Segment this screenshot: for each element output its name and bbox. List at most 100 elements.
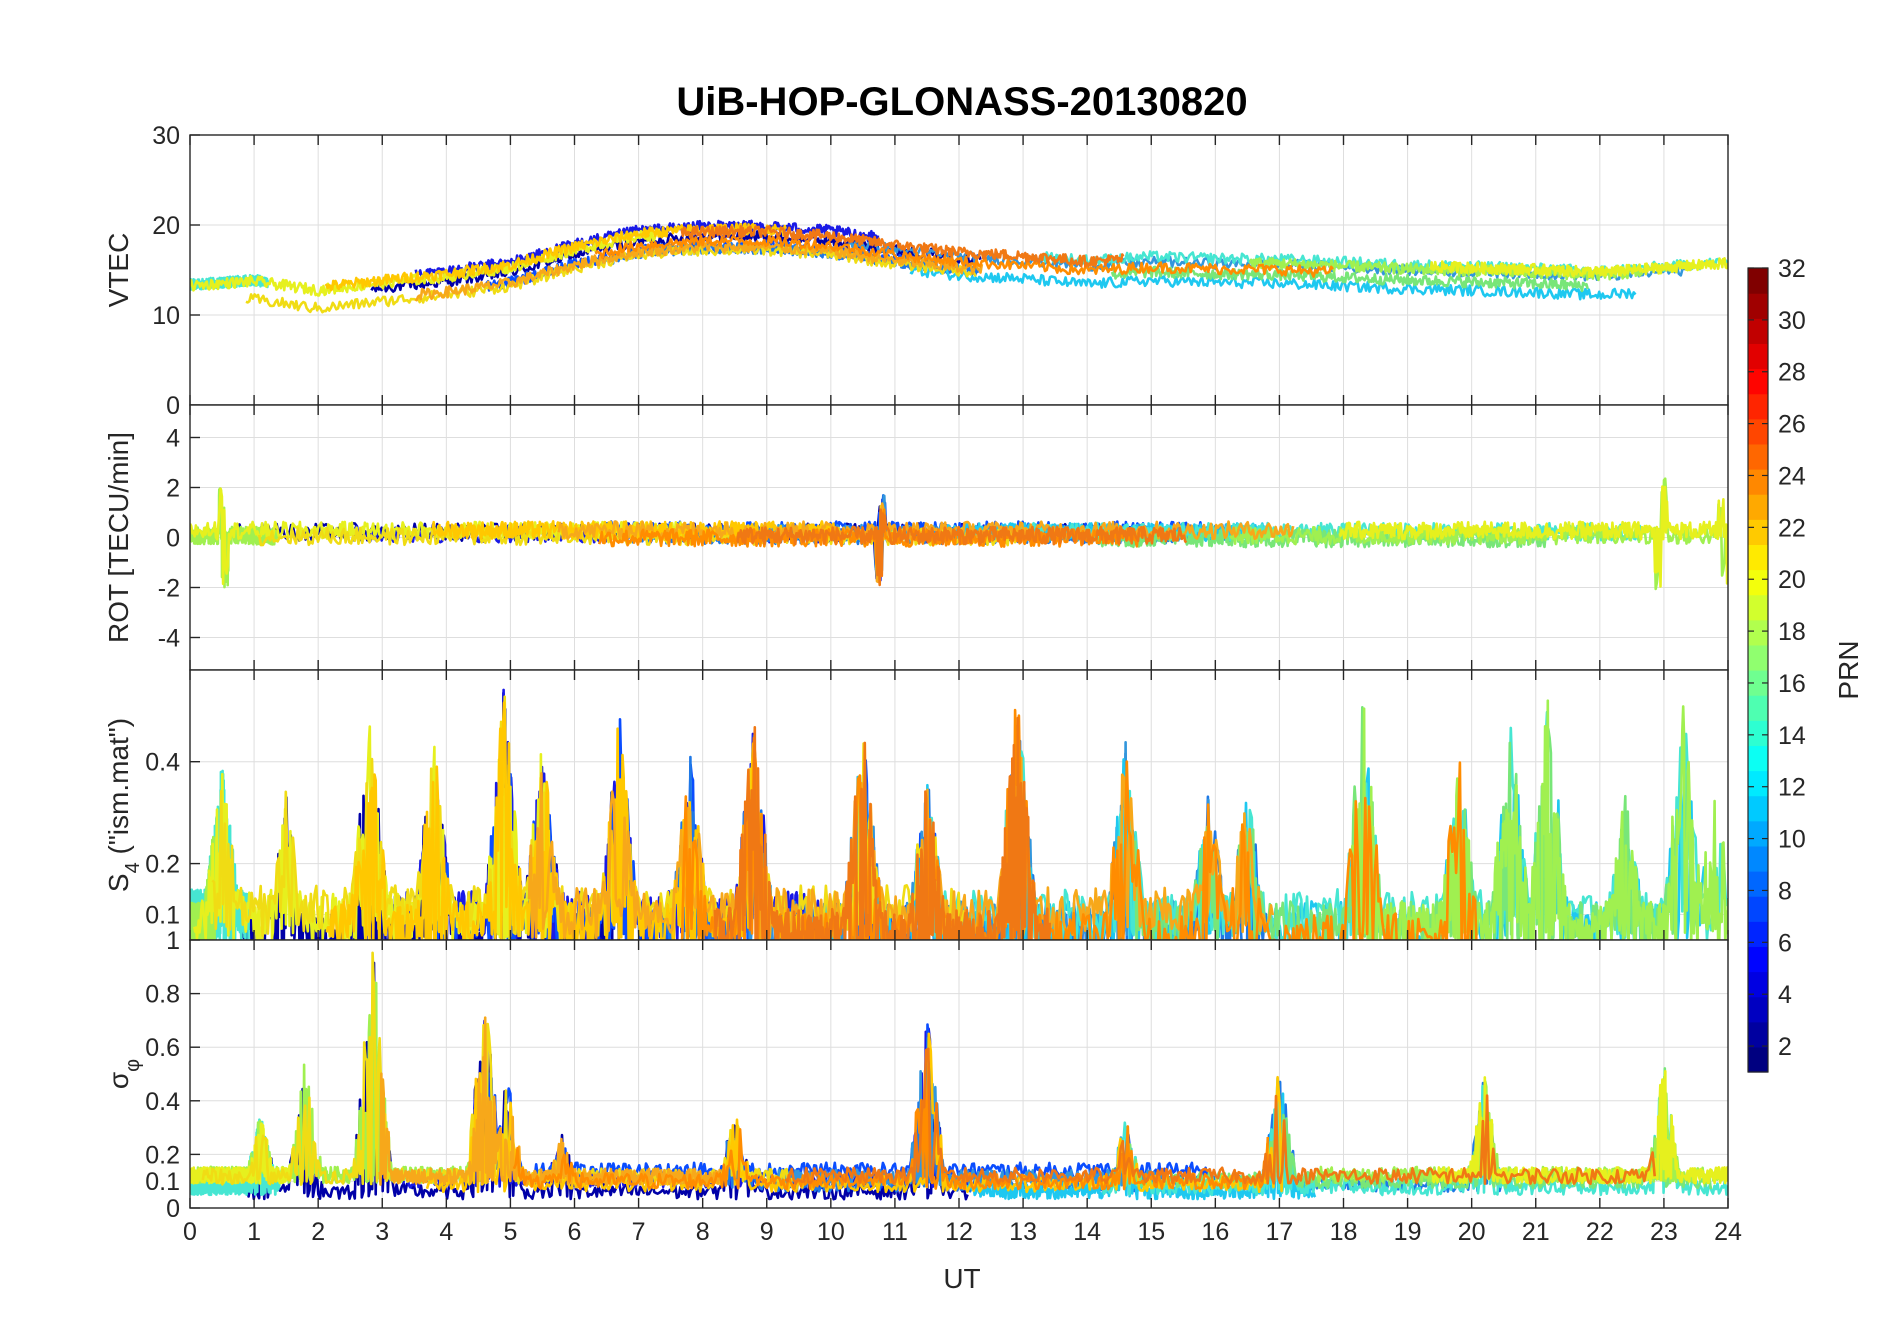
colorbar-swatch xyxy=(1748,393,1768,420)
y-axis-label-s4: S4 ("ism.mat") xyxy=(103,718,144,892)
y-tick-label: -2 xyxy=(158,575,180,603)
colorbar-frame xyxy=(1747,267,1769,1073)
colorbar-swatch xyxy=(1748,845,1768,872)
label-sub: φ xyxy=(122,1059,144,1072)
y-tick-label: 0.6 xyxy=(145,1034,180,1062)
colorbar-swatch xyxy=(1748,745,1768,772)
colorbar-swatch xyxy=(1748,795,1768,822)
x-tick-label: 17 xyxy=(1266,1218,1294,1246)
trace-prn-24 xyxy=(680,225,1125,268)
colorbar-swatch xyxy=(1748,569,1768,596)
colorbar-tick-label: 30 xyxy=(1778,307,1806,335)
panel-rot: -4 -2 0 2 4 ROT [TECU/min] xyxy=(103,404,1729,671)
x-tick-label: 22 xyxy=(1586,1218,1614,1246)
colorbar-tick-label: 4 xyxy=(1778,981,1792,1009)
trace-prn-23 xyxy=(594,234,1334,278)
traces-rot xyxy=(190,477,1728,591)
y-axis-label-rot: ROT [TECU/min] xyxy=(103,432,134,643)
colorbar-swatch xyxy=(1748,469,1768,495)
colorbar-tick-label: 26 xyxy=(1778,411,1806,439)
colorbar-swatch xyxy=(1748,1046,1768,1073)
y-tick-label: 0.1 xyxy=(145,902,180,930)
colorbar-swatch xyxy=(1748,544,1768,571)
x-tick-label: 13 xyxy=(1009,1218,1037,1246)
colorbar-swatch xyxy=(1748,695,1768,721)
y-tick-label: 4 xyxy=(166,425,180,453)
colorbar-swatch xyxy=(1748,293,1768,319)
colorbar-swatch xyxy=(1748,896,1768,922)
colorbar-label: PRN xyxy=(1833,640,1864,699)
traces-vtec xyxy=(190,219,1728,314)
colorbar-tick-label: 8 xyxy=(1778,877,1792,905)
x-tick-label: 8 xyxy=(696,1218,710,1246)
colorbar-tick-label: 6 xyxy=(1778,929,1792,957)
colorbar-swatch xyxy=(1748,368,1768,395)
x-tick-label: 6 xyxy=(568,1218,582,1246)
x-tick-label: 1 xyxy=(247,1218,261,1246)
y-tick-label: 30 xyxy=(152,122,180,150)
x-tick-label: 14 xyxy=(1073,1218,1101,1246)
panel-vtec: 0 10 20 30 VTEC xyxy=(103,122,1729,420)
colorbar-swatch xyxy=(1748,921,1768,947)
trace-prn-24 xyxy=(736,508,1188,587)
x-tick-label: 10 xyxy=(817,1218,845,1246)
x-tick-label: 0 xyxy=(183,1218,197,1246)
colorbar-swatch xyxy=(1748,1021,1768,1048)
colorbar-tick-label: 24 xyxy=(1778,462,1806,490)
colorbar-swatch xyxy=(1748,343,1768,370)
x-tick-label: 19 xyxy=(1394,1218,1422,1246)
colorbar-swatch xyxy=(1748,619,1768,646)
colorbar-tick-label: 18 xyxy=(1778,618,1806,646)
y-tick-label: 0 xyxy=(166,1195,180,1223)
panel-sigma_phi: 00.10.2 0.4 0.6 0.8 1 σφ xyxy=(103,927,1729,1223)
colorbar-tick-label: 20 xyxy=(1778,566,1806,594)
y-tick-label: 0.2 xyxy=(145,1141,180,1169)
x-tick-label: 11 xyxy=(882,1218,908,1246)
y-tick-label: 0.4 xyxy=(145,1088,180,1116)
y-axis-label-vtec: VTEC xyxy=(103,233,134,308)
colorbar-tick-label: 22 xyxy=(1778,514,1806,542)
x-tick-label: 7 xyxy=(632,1218,646,1246)
x-tick-label: 24 xyxy=(1714,1218,1742,1246)
y-tick-label: 0 xyxy=(166,525,180,553)
colorbar-tick-label: 16 xyxy=(1778,670,1806,698)
colorbar-swatch xyxy=(1748,820,1768,847)
x-tick-label: 21 xyxy=(1522,1218,1550,1246)
x-axis: 0 1 2 3 4 5 6 7 8 9 10 11 12 13 14 15 16 17 18 19 20 21 22 23 24 xyxy=(183,1218,1742,1246)
label-main: S xyxy=(103,873,134,892)
colorbar-tick-label: 32 xyxy=(1778,255,1806,283)
colorbar-tick-label: 10 xyxy=(1778,826,1806,854)
colorbar-swatch xyxy=(1748,418,1768,445)
y-tick-label: 0.1 xyxy=(145,1168,180,1196)
x-tick-label: 20 xyxy=(1458,1218,1486,1246)
y-tick-label: 0.2 xyxy=(145,851,180,879)
trace-prn-21 xyxy=(425,1032,1285,1194)
label-tail: ("ism.mat") xyxy=(103,718,134,862)
trace-prn-19 xyxy=(193,725,563,940)
y-axis-label-sigma_phi: σφ xyxy=(103,1059,144,1089)
x-tick-label: 18 xyxy=(1330,1218,1358,1246)
trace-prn-23 xyxy=(512,1063,1270,1191)
x-tick-label: 15 xyxy=(1137,1218,1165,1246)
x-tick-label: 16 xyxy=(1201,1218,1229,1246)
colorbar-tick-label: 12 xyxy=(1778,774,1806,802)
colorbar-swatch xyxy=(1748,996,1768,1023)
y-tick-label: 10 xyxy=(152,302,180,330)
x-tick-label: 12 xyxy=(945,1218,973,1246)
colorbar-swatch xyxy=(1748,268,1768,294)
colorbar-tick-label: 14 xyxy=(1778,722,1806,750)
x-tick-label: 23 xyxy=(1650,1218,1678,1246)
label-main: σ xyxy=(103,1072,134,1089)
colorbar-swatch xyxy=(1748,720,1768,746)
colorbar-swatch xyxy=(1748,946,1768,973)
colorbar-swatch xyxy=(1748,971,1768,998)
x-tick-label: 3 xyxy=(375,1218,389,1246)
traces-sigma_phi xyxy=(190,951,1728,1201)
colorbar-swatch xyxy=(1748,443,1768,470)
x-tick-label: 5 xyxy=(503,1218,517,1246)
y-tick-label: 2 xyxy=(166,475,180,503)
trace-prn-22 xyxy=(557,502,1295,584)
